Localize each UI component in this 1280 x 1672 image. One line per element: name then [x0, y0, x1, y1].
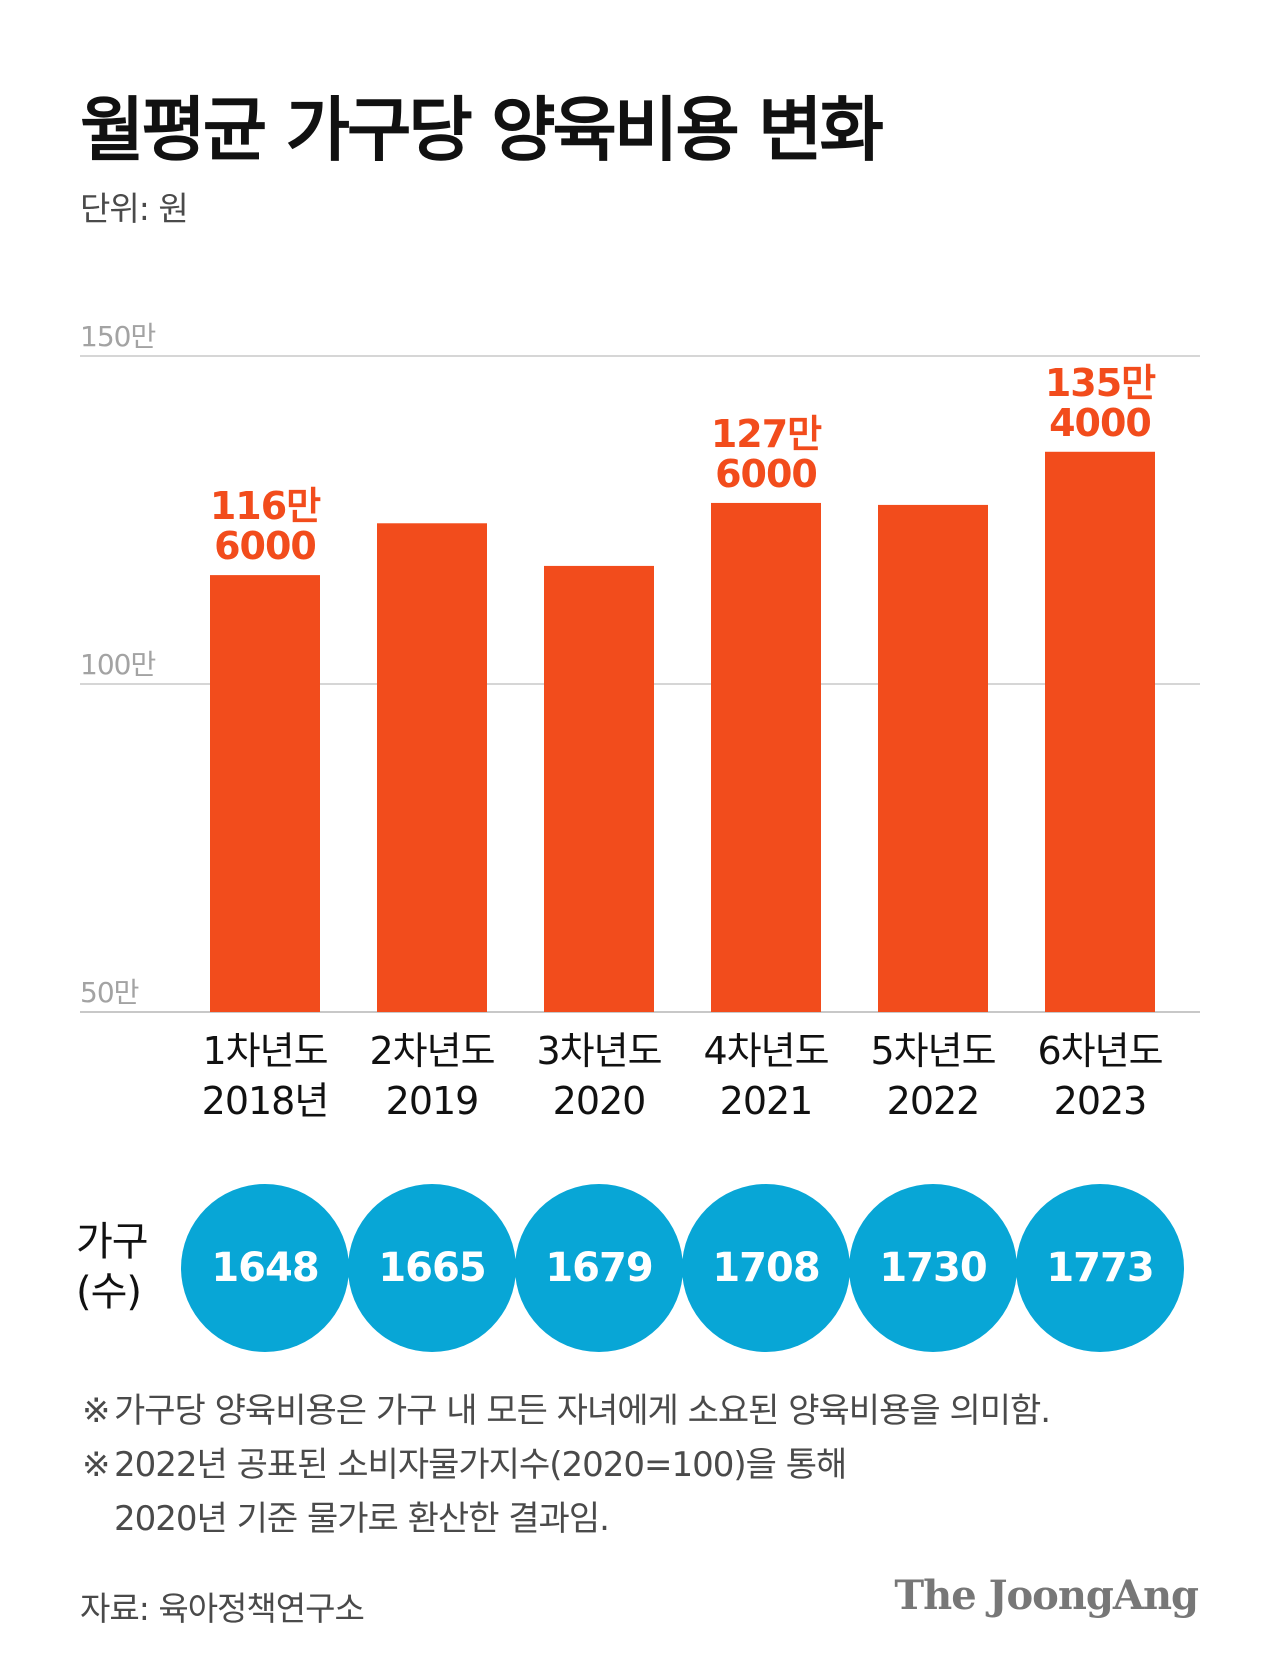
x-tick-label: 5차년도	[870, 1029, 995, 1073]
y-tick-label: 150만	[80, 320, 155, 353]
households-label: 가구 (수)	[76, 1217, 149, 1317]
note-mark: ※	[82, 1391, 111, 1431]
bar	[210, 575, 320, 1012]
footnote-1-text: 가구당 양육비용은 가구 내 모든 자녀에게 소요된 양육비용을 의미함.	[114, 1391, 1051, 1431]
bar	[544, 565, 654, 1012]
households-label-line2: (수)	[76, 1269, 142, 1315]
data-label: 116만	[210, 484, 321, 528]
bar	[377, 523, 487, 1012]
footnote-2-line2: 2020년 기준 물가로 환산한 결과임.	[114, 1499, 610, 1539]
household-count-circle: 1665	[348, 1184, 516, 1352]
x-tick-label: 6차년도	[1037, 1029, 1162, 1073]
publisher-logo: The JoongAng	[894, 1572, 1199, 1619]
unit-label: 단위: 원	[80, 189, 189, 228]
household-count-circle: 1773	[1016, 1184, 1184, 1352]
x-tick-label: 2021	[720, 1079, 813, 1120]
source-credit: 자료: 육아정책연구소	[80, 1589, 365, 1628]
footnotes: ※ 가구당 양육비용은 가구 내 모든 자녀에게 소요된 양육비용을 의미함. ※…	[82, 1384, 1051, 1546]
x-tick-label: 4차년도	[703, 1029, 828, 1073]
data-label: 6000	[214, 524, 316, 568]
x-tick-label: 2차년도	[369, 1029, 494, 1073]
note-mark: ※	[82, 1445, 111, 1485]
data-label: 127만	[711, 412, 822, 456]
x-tick-label: 2020	[553, 1079, 646, 1120]
bar	[711, 502, 821, 1012]
household-count-circle: 1648	[181, 1184, 349, 1352]
x-tick-label: 2023	[1054, 1079, 1147, 1120]
household-count-circle: 1708	[682, 1184, 850, 1352]
household-count-circle: 1679	[515, 1184, 683, 1352]
footnote-2: ※ 2022년 공표된 소비자물가지수(2020=100)을 통해 2020년 기…	[82, 1438, 1050, 1546]
x-tick-label: 2019	[386, 1079, 479, 1120]
x-tick-label: 2022	[887, 1079, 980, 1120]
x-tick-label: 2018년	[202, 1079, 329, 1120]
data-label: 135만	[1045, 361, 1156, 405]
bar	[878, 504, 988, 1012]
x-tick-label: 1차년도	[202, 1029, 327, 1073]
households-label-line1: 가구	[76, 1219, 149, 1265]
footnote-1: ※ 가구당 양육비용은 가구 내 모든 자녀에게 소요된 양육비용을 의미함.	[82, 1384, 1051, 1438]
data-label: 4000	[1049, 401, 1151, 445]
household-count-circle: 1730	[849, 1184, 1017, 1352]
y-tick-label: 50만	[80, 976, 139, 1009]
bar	[1045, 451, 1155, 1012]
y-tick-label: 100만	[80, 648, 155, 681]
data-label: 6000	[715, 452, 817, 496]
chart-title: 월평균 가구당 양육비용 변화	[80, 89, 884, 171]
x-tick-label: 3차년도	[536, 1029, 661, 1073]
footnote-2-line1: 2022년 공표된 소비자물가지수(2020=100)을 통해	[114, 1445, 847, 1485]
bar-chart: 50만100만150만1차년도2018년116만60002차년도20193차년도…	[80, 320, 1200, 1120]
